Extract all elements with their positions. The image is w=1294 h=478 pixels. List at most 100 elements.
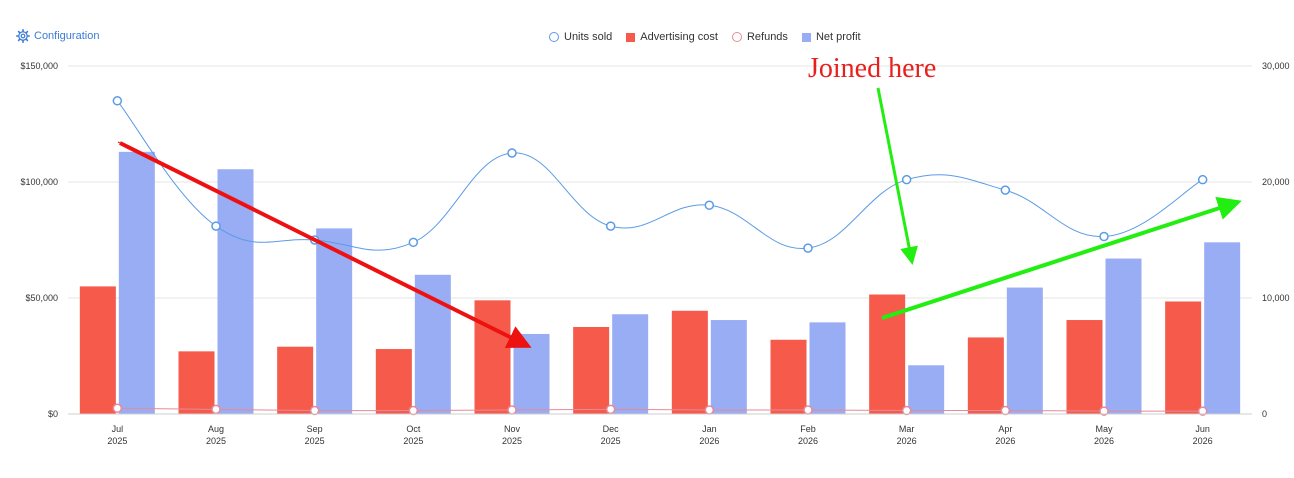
- bar-net-profit[interactable]: [217, 169, 254, 414]
- right-axis-tick-label: 20,000: [1262, 177, 1290, 187]
- x-tick-label-year: 2026: [897, 436, 917, 446]
- x-tick-label-year: 2026: [1193, 436, 1213, 446]
- x-tick-label-year: 2025: [305, 436, 325, 446]
- bar-net-profit[interactable]: [1204, 242, 1241, 414]
- point-refunds[interactable]: [309, 405, 320, 416]
- bar-net-profit[interactable]: [710, 320, 747, 414]
- x-tick-label-year: 2025: [403, 436, 423, 446]
- point-refunds[interactable]: [507, 405, 517, 415]
- bar-advertising-cost[interactable]: [375, 349, 412, 414]
- annotation-layer: Joined here: [117, 53, 1242, 348]
- bar-advertising-cost[interactable]: [573, 327, 610, 414]
- x-tick-label-month: Dec: [603, 424, 620, 434]
- bar-advertising-cost[interactable]: [474, 300, 511, 414]
- point-units-sold[interactable]: [605, 221, 616, 231]
- left-axis-tick-label: $150,000: [20, 61, 58, 71]
- x-tick-label-year: 2025: [502, 436, 522, 446]
- axes: $0 0 $50,000 10,000 $100,000 20,000 $150,000 30…: [20, 61, 1289, 446]
- point-refunds[interactable]: [704, 405, 715, 415]
- x-tick-label-year: 2025: [107, 436, 127, 446]
- legend-item-units-sold[interactable]: Units sold: [549, 31, 612, 43]
- point-units-sold[interactable]: [408, 237, 419, 248]
- red-arrow-thin: [117, 141, 261, 214]
- point-units-sold[interactable]: [803, 243, 813, 253]
- configuration-label: Configuration: [34, 30, 100, 42]
- point-units-sold[interactable]: [1099, 231, 1109, 242]
- point-units-sold[interactable]: [211, 221, 221, 231]
- green-arrow-right: [881, 196, 1242, 320]
- legend-symbol-refunds: [731, 32, 742, 42]
- bar-advertising-cost[interactable]: [671, 310, 708, 414]
- bar-advertising-cost[interactable]: [178, 351, 215, 414]
- annotation-text: Joined here: [808, 53, 936, 84]
- bar-advertising-cost[interactable]: [967, 337, 1004, 414]
- x-tick-label-year: 2025: [601, 436, 621, 446]
- point-refunds[interactable]: [901, 405, 912, 416]
- x-tick-label-year: 2025: [206, 436, 226, 446]
- bar-net-profit[interactable]: [414, 274, 451, 414]
- point-units-sold[interactable]: [704, 200, 715, 210]
- point-refunds[interactable]: [408, 405, 419, 416]
- bar-net-profit[interactable]: [809, 322, 846, 414]
- legend-label-net-profit: Net profit: [815, 31, 861, 43]
- left-axis-tick-label: $100,000: [20, 177, 58, 187]
- legend-item-refunds[interactable]: Refunds: [731, 31, 788, 43]
- x-tick-label-month: May: [1095, 424, 1113, 434]
- bar-advertising-cost[interactable]: [277, 346, 314, 414]
- legend-item-advertising-cost[interactable]: Advertising cost: [626, 31, 718, 43]
- legend-item-net-profit[interactable]: Net profit: [801, 31, 861, 43]
- point-refunds[interactable]: [605, 404, 616, 415]
- bar-net-profit[interactable]: [612, 314, 649, 414]
- bar-net-profit[interactable]: [316, 228, 353, 414]
- bar-advertising-cost[interactable]: [770, 339, 807, 414]
- x-tick-label-month: Apr: [998, 424, 1012, 434]
- legend-label-advertising-cost: Advertising cost: [640, 31, 718, 43]
- x-tick-label-year: 2026: [995, 436, 1015, 446]
- x-tick-label-month: Aug: [208, 424, 224, 434]
- bar-net-profit[interactable]: [1105, 258, 1142, 414]
- x-tick-label-month: Feb: [800, 424, 816, 434]
- point-units-sold[interactable]: [901, 174, 912, 185]
- x-tick-label-month: Mar: [899, 424, 915, 434]
- bar-net-profit[interactable]: [908, 365, 945, 414]
- x-tick-label-month: Oct: [406, 424, 421, 434]
- line-refunds: [117, 407, 1203, 412]
- gear-icon: [16, 29, 30, 43]
- point-refunds[interactable]: [211, 404, 221, 415]
- bar-net-profit[interactable]: [118, 151, 155, 414]
- left-axis-tick-label: $50,000: [25, 293, 58, 303]
- legend-label-units-sold: Units sold: [564, 31, 613, 43]
- configuration-link[interactable]: Configuration: [16, 29, 99, 43]
- legend-symbol-units-sold: [549, 32, 559, 42]
- bar-advertising-cost[interactable]: [79, 286, 116, 414]
- bar-series: [79, 151, 1241, 414]
- line-series: [112, 96, 1208, 416]
- line-units-sold: [116, 100, 1203, 251]
- legend-symbol-net-profit: [801, 32, 811, 42]
- green-arrow-down: [876, 87, 918, 265]
- bar-net-profit[interactable]: [1006, 287, 1043, 414]
- point-units-sold[interactable]: [1000, 185, 1011, 195]
- point-refunds[interactable]: [803, 405, 813, 415]
- bar-net-profit[interactable]: [513, 333, 550, 414]
- x-tick-label-year: 2026: [699, 436, 719, 446]
- x-tick-label-year: 2026: [1094, 436, 1114, 446]
- right-axis-tick-label: 10,000: [1262, 293, 1290, 303]
- point-units-sold[interactable]: [507, 148, 517, 158]
- left-axis-tick-label: $0: [48, 409, 58, 419]
- x-tick-label-year: 2026: [798, 436, 818, 446]
- x-tick-label-month: Jan: [702, 424, 717, 434]
- point-refunds[interactable]: [1000, 405, 1011, 416]
- point-units-sold[interactable]: [1197, 174, 1208, 185]
- bar-advertising-cost[interactable]: [1165, 301, 1202, 414]
- legend-label-refunds: Refunds: [746, 31, 788, 43]
- point-refunds[interactable]: [1099, 406, 1109, 416]
- point-units-sold[interactable]: [112, 96, 123, 106]
- right-axis-tick-label: 0: [1262, 409, 1267, 419]
- legend-symbol-advertising-cost: [626, 32, 636, 42]
- point-refunds[interactable]: [1197, 406, 1208, 416]
- point-refunds[interactable]: [112, 403, 123, 413]
- bar-advertising-cost[interactable]: [1066, 320, 1103, 414]
- x-tick-label-month: Sep: [307, 424, 323, 434]
